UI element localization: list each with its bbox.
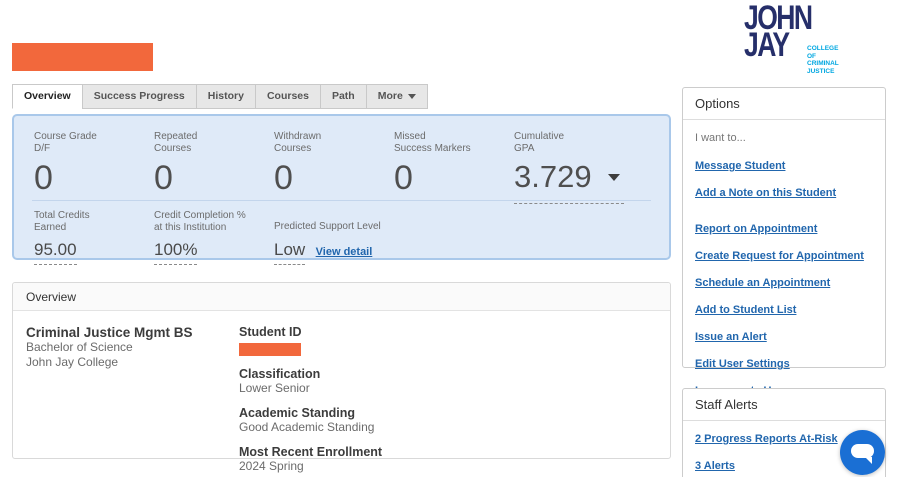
- view-detail-link[interactable]: View detail: [315, 245, 373, 258]
- stat-credit-completion: Credit Completion % at this Institution 1…: [154, 210, 246, 265]
- tab-success-progress[interactable]: Success Progress: [81, 84, 197, 109]
- add-note-link[interactable]: Add a Note on this Student: [695, 187, 837, 199]
- stat-total-credits: Total Credits Earned 95.00: [34, 210, 90, 265]
- stat-value: 0: [394, 159, 413, 197]
- field-student-id: Student ID: [239, 325, 382, 356]
- alerts-link[interactable]: 3 Alerts: [695, 460, 735, 472]
- stat-value: 0: [34, 159, 53, 197]
- student-stats-panel: Course Grade D/F 0 Repeated Courses 0 With…: [12, 114, 671, 265]
- overview-section: Overview Criminal Justice Mgmt BS Bachel…: [12, 282, 671, 473]
- progress-reports-at-risk-link[interactable]: 2 Progress Reports At-Risk: [695, 433, 838, 445]
- create-request-appointment-link[interactable]: Create Request for Appointment: [695, 250, 864, 262]
- program-info: Criminal Justice Mgmt BS Bachelor of Sci…: [26, 325, 193, 370]
- student-details: Student ID Classification Lower Senior A…: [239, 325, 382, 477]
- student-name-redacted: [12, 43, 153, 71]
- staff-alerts-title: Staff Alerts: [683, 389, 885, 421]
- field-most-recent-enrollment: Most Recent Enrollment 2024 Spring: [239, 445, 383, 473]
- student-id-redacted: [239, 343, 301, 356]
- tab-history[interactable]: History: [195, 84, 256, 109]
- schedule-appointment-link[interactable]: Schedule an Appointment: [695, 277, 831, 289]
- i-want-to-label: I want to...: [695, 132, 746, 144]
- stat-course-grade-df: Course Grade D/F 0: [34, 131, 97, 197]
- support-level-value: Low: [274, 240, 306, 265]
- stat-value: 0: [274, 159, 293, 197]
- add-to-student-list-link[interactable]: Add to Student List: [695, 304, 797, 316]
- tab-path[interactable]: Path: [319, 84, 367, 109]
- stat-repeated-courses: Repeated Courses 0: [154, 131, 198, 197]
- stat-cumulative-gpa: Cumulative GPA 3.729: [514, 131, 625, 204]
- logo-word-jay: JAY: [744, 26, 790, 64]
- tab-overview[interactable]: Overview: [12, 84, 83, 109]
- message-student-link[interactable]: Message Student: [695, 160, 786, 172]
- program-college: John Jay College: [26, 355, 119, 369]
- field-academic-standing: Academic Standing Good Academic Standing: [239, 406, 375, 434]
- program-name: Criminal Justice Mgmt BS: [26, 325, 193, 340]
- john-jay-logo: JOHN JAY COLLEGE OF CRIMINAL JUSTICE: [744, 0, 854, 75]
- edit-user-settings-link[interactable]: Edit User Settings: [695, 358, 790, 370]
- more-caret-icon: [407, 93, 416, 99]
- chat-bubble-tail: [865, 457, 872, 464]
- chat-button[interactable]: [840, 430, 885, 475]
- gpa-dropdown-icon[interactable]: [608, 173, 621, 181]
- logo-tagline: COLLEGE OF CRIMINAL JUSTICE: [807, 45, 839, 75]
- stat-value: 95.00: [34, 240, 77, 265]
- logo-word-john: JOHN: [744, 0, 813, 37]
- stat-missed-success-markers: Missed Success Markers 0: [394, 131, 471, 197]
- issue-alert-link[interactable]: Issue an Alert: [695, 331, 767, 343]
- stat-withdrawn-courses: Withdrawn Courses 0: [274, 131, 322, 197]
- stat-predicted-support: Predicted Support Level Low View detail: [274, 210, 381, 265]
- gpa-value: 3.729: [514, 159, 592, 194]
- tab-more[interactable]: More: [365, 84, 428, 109]
- options-panel-title: Options: [683, 88, 885, 120]
- report-appointment-link[interactable]: Report on Appointment: [695, 223, 818, 235]
- program-degree: Bachelor of Science: [26, 340, 133, 354]
- field-classification: Classification Lower Senior: [239, 367, 321, 395]
- stat-value: 0: [154, 159, 173, 197]
- stats-divider: [32, 200, 651, 201]
- tab-courses[interactable]: Courses: [254, 84, 321, 109]
- student-profile-tabs: Overview Success Progress History Course…: [12, 84, 428, 109]
- overview-section-title: Overview: [13, 283, 670, 311]
- stat-value: 100%: [154, 240, 198, 265]
- options-panel: Options I want to... Message Student Add…: [682, 87, 886, 397]
- chat-bubble-icon: [851, 444, 874, 458]
